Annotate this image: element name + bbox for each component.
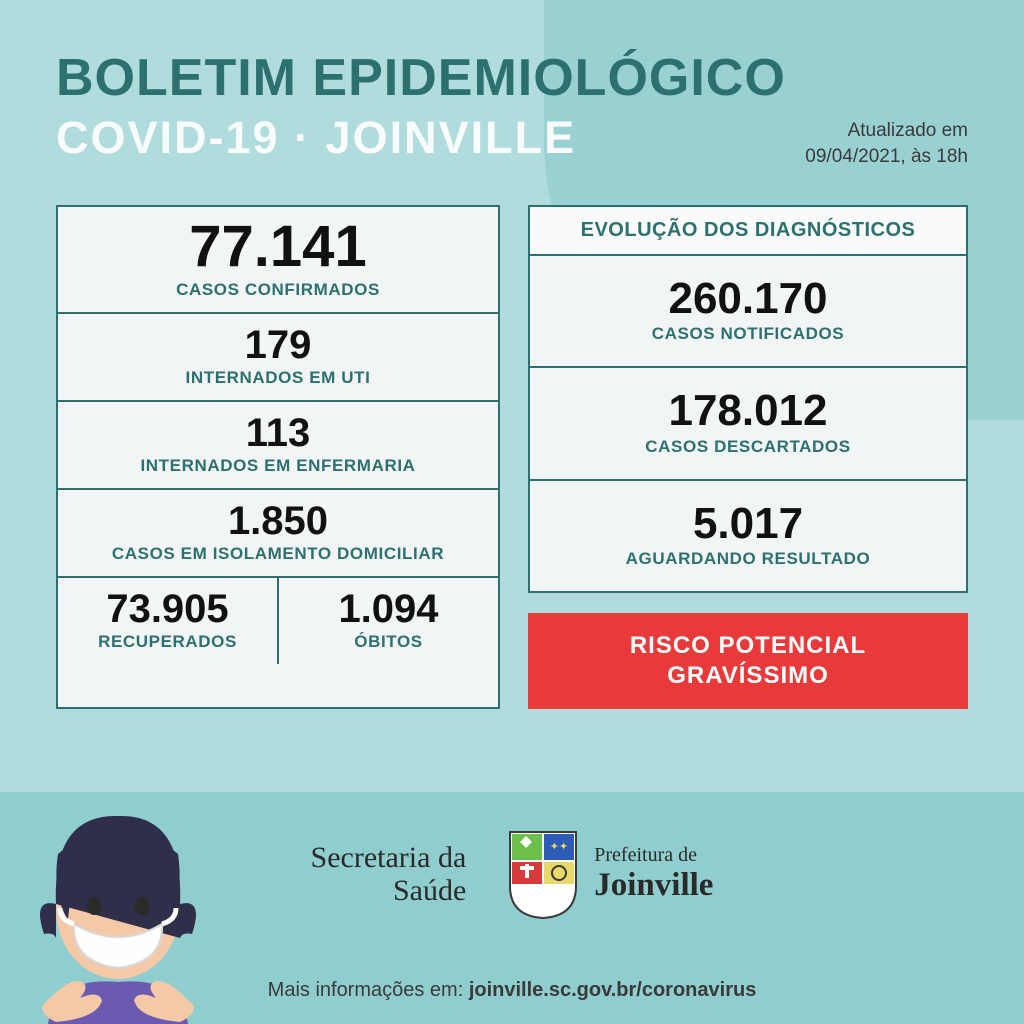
stat-deaths: 1.094 ÓBITOS: [279, 578, 498, 664]
stat-label: CASOS CONFIRMADOS: [66, 280, 490, 300]
updated-line1: Atualizado em: [848, 120, 968, 141]
stat-label: ÓBITOS: [287, 632, 490, 652]
stat-value: 179: [66, 324, 490, 366]
stat-label: RECUPERADOS: [66, 632, 269, 652]
stat-label: INTERNADOS EM UTI: [66, 368, 490, 388]
prefeitura-block: ✦✦ Prefeitura de Joinville: [506, 828, 713, 920]
stat-label: CASOS EM ISOLAMENTO DOMICILIAR: [66, 544, 490, 564]
risk-line2: GRAVÍSSIMO: [667, 662, 829, 689]
right-panel-header: EVOLUÇÃO DOS DIAGNÓSTICOS: [530, 207, 966, 256]
stat-waiting: 5.017 AGUARDANDO RESULTADO: [530, 481, 966, 591]
prefeitura-text: Prefeitura de Joinville: [594, 844, 713, 904]
stat-label: CASOS NOTIFICADOS: [538, 324, 958, 344]
right-panel: EVOLUÇÃO DOS DIAGNÓSTICOS 260.170 CASOS …: [528, 205, 968, 593]
header: BOLETIM EPIDEMIOLÓGICO COVID-19 · JOINVI…: [0, 0, 1024, 193]
stat-label: AGUARDANDO RESULTADO: [538, 549, 958, 569]
left-panel: 77.141 CASOS CONFIRMADOS 179 INTERNADOS …: [56, 205, 500, 709]
stat-notified: 260.170 CASOS NOTIFICADOS: [530, 256, 966, 368]
pref-line1: Prefeitura de: [594, 844, 713, 867]
stat-discarded: 178.012 CASOS DESCARTADOS: [530, 368, 966, 480]
subtitle-row: COVID-19 · JOINVILLE Atualizado em 09/04…: [56, 112, 968, 169]
updated-line2: 09/04/2021, às 18h: [805, 146, 968, 167]
page-title: BOLETIM EPIDEMIOLÓGICO: [56, 48, 968, 108]
stat-isolation: 1.850 CASOS EM ISOLAMENTO DOMICILIAR: [58, 490, 498, 578]
stat-value: 178.012: [538, 388, 958, 434]
risk-badge: RISCO POTENCIAL GRAVÍSSIMO: [528, 613, 968, 709]
stat-value: 1.094: [287, 588, 490, 630]
stat-value: 260.170: [538, 276, 958, 322]
stat-value: 113: [66, 412, 490, 454]
stat-label: CASOS DESCARTADOS: [538, 437, 958, 457]
pref-line2: Joinville: [594, 867, 713, 904]
right-column: EVOLUÇÃO DOS DIAGNÓSTICOS 260.170 CASOS …: [528, 205, 968, 709]
stat-bottom-row: 73.905 RECUPERADOS 1.094 ÓBITOS: [58, 578, 498, 664]
stat-value: 77.141: [66, 217, 490, 278]
page-subtitle: COVID-19 · JOINVILLE: [56, 112, 576, 164]
secretaria-line2: Saúde: [393, 874, 466, 907]
more-info-url: joinville.sc.gov.br/coronavirus: [469, 979, 757, 1001]
stat-value: 5.017: [538, 501, 958, 547]
secretaria-line1: Secretaria da: [311, 841, 467, 874]
risk-line1: RISCO POTENCIAL: [630, 632, 866, 659]
secretaria-logo-text: Secretaria da Saúde: [311, 841, 467, 907]
stat-icu: 179 INTERNADOS EM UTI: [58, 314, 498, 402]
stat-value: 1.850: [66, 500, 490, 542]
stat-label: INTERNADOS EM ENFERMARIA: [66, 456, 490, 476]
updated-timestamp: Atualizado em 09/04/2021, às 18h: [805, 118, 968, 169]
stat-ward: 113 INTERNADOS EM ENFERMARIA: [58, 402, 498, 490]
more-info-prefix: Mais informações em:: [268, 979, 469, 1001]
stat-recovered: 73.905 RECUPERADOS: [58, 578, 279, 664]
stats-panels: 77.141 CASOS CONFIRMADOS 179 INTERNADOS …: [0, 193, 1024, 709]
svg-text:✦✦: ✦✦: [550, 841, 568, 853]
stat-value: 73.905: [66, 588, 269, 630]
crest-icon: ✦✦: [506, 828, 580, 920]
person-mask-icon: [28, 814, 218, 1024]
stat-confirmed: 77.141 CASOS CONFIRMADOS: [58, 207, 498, 314]
